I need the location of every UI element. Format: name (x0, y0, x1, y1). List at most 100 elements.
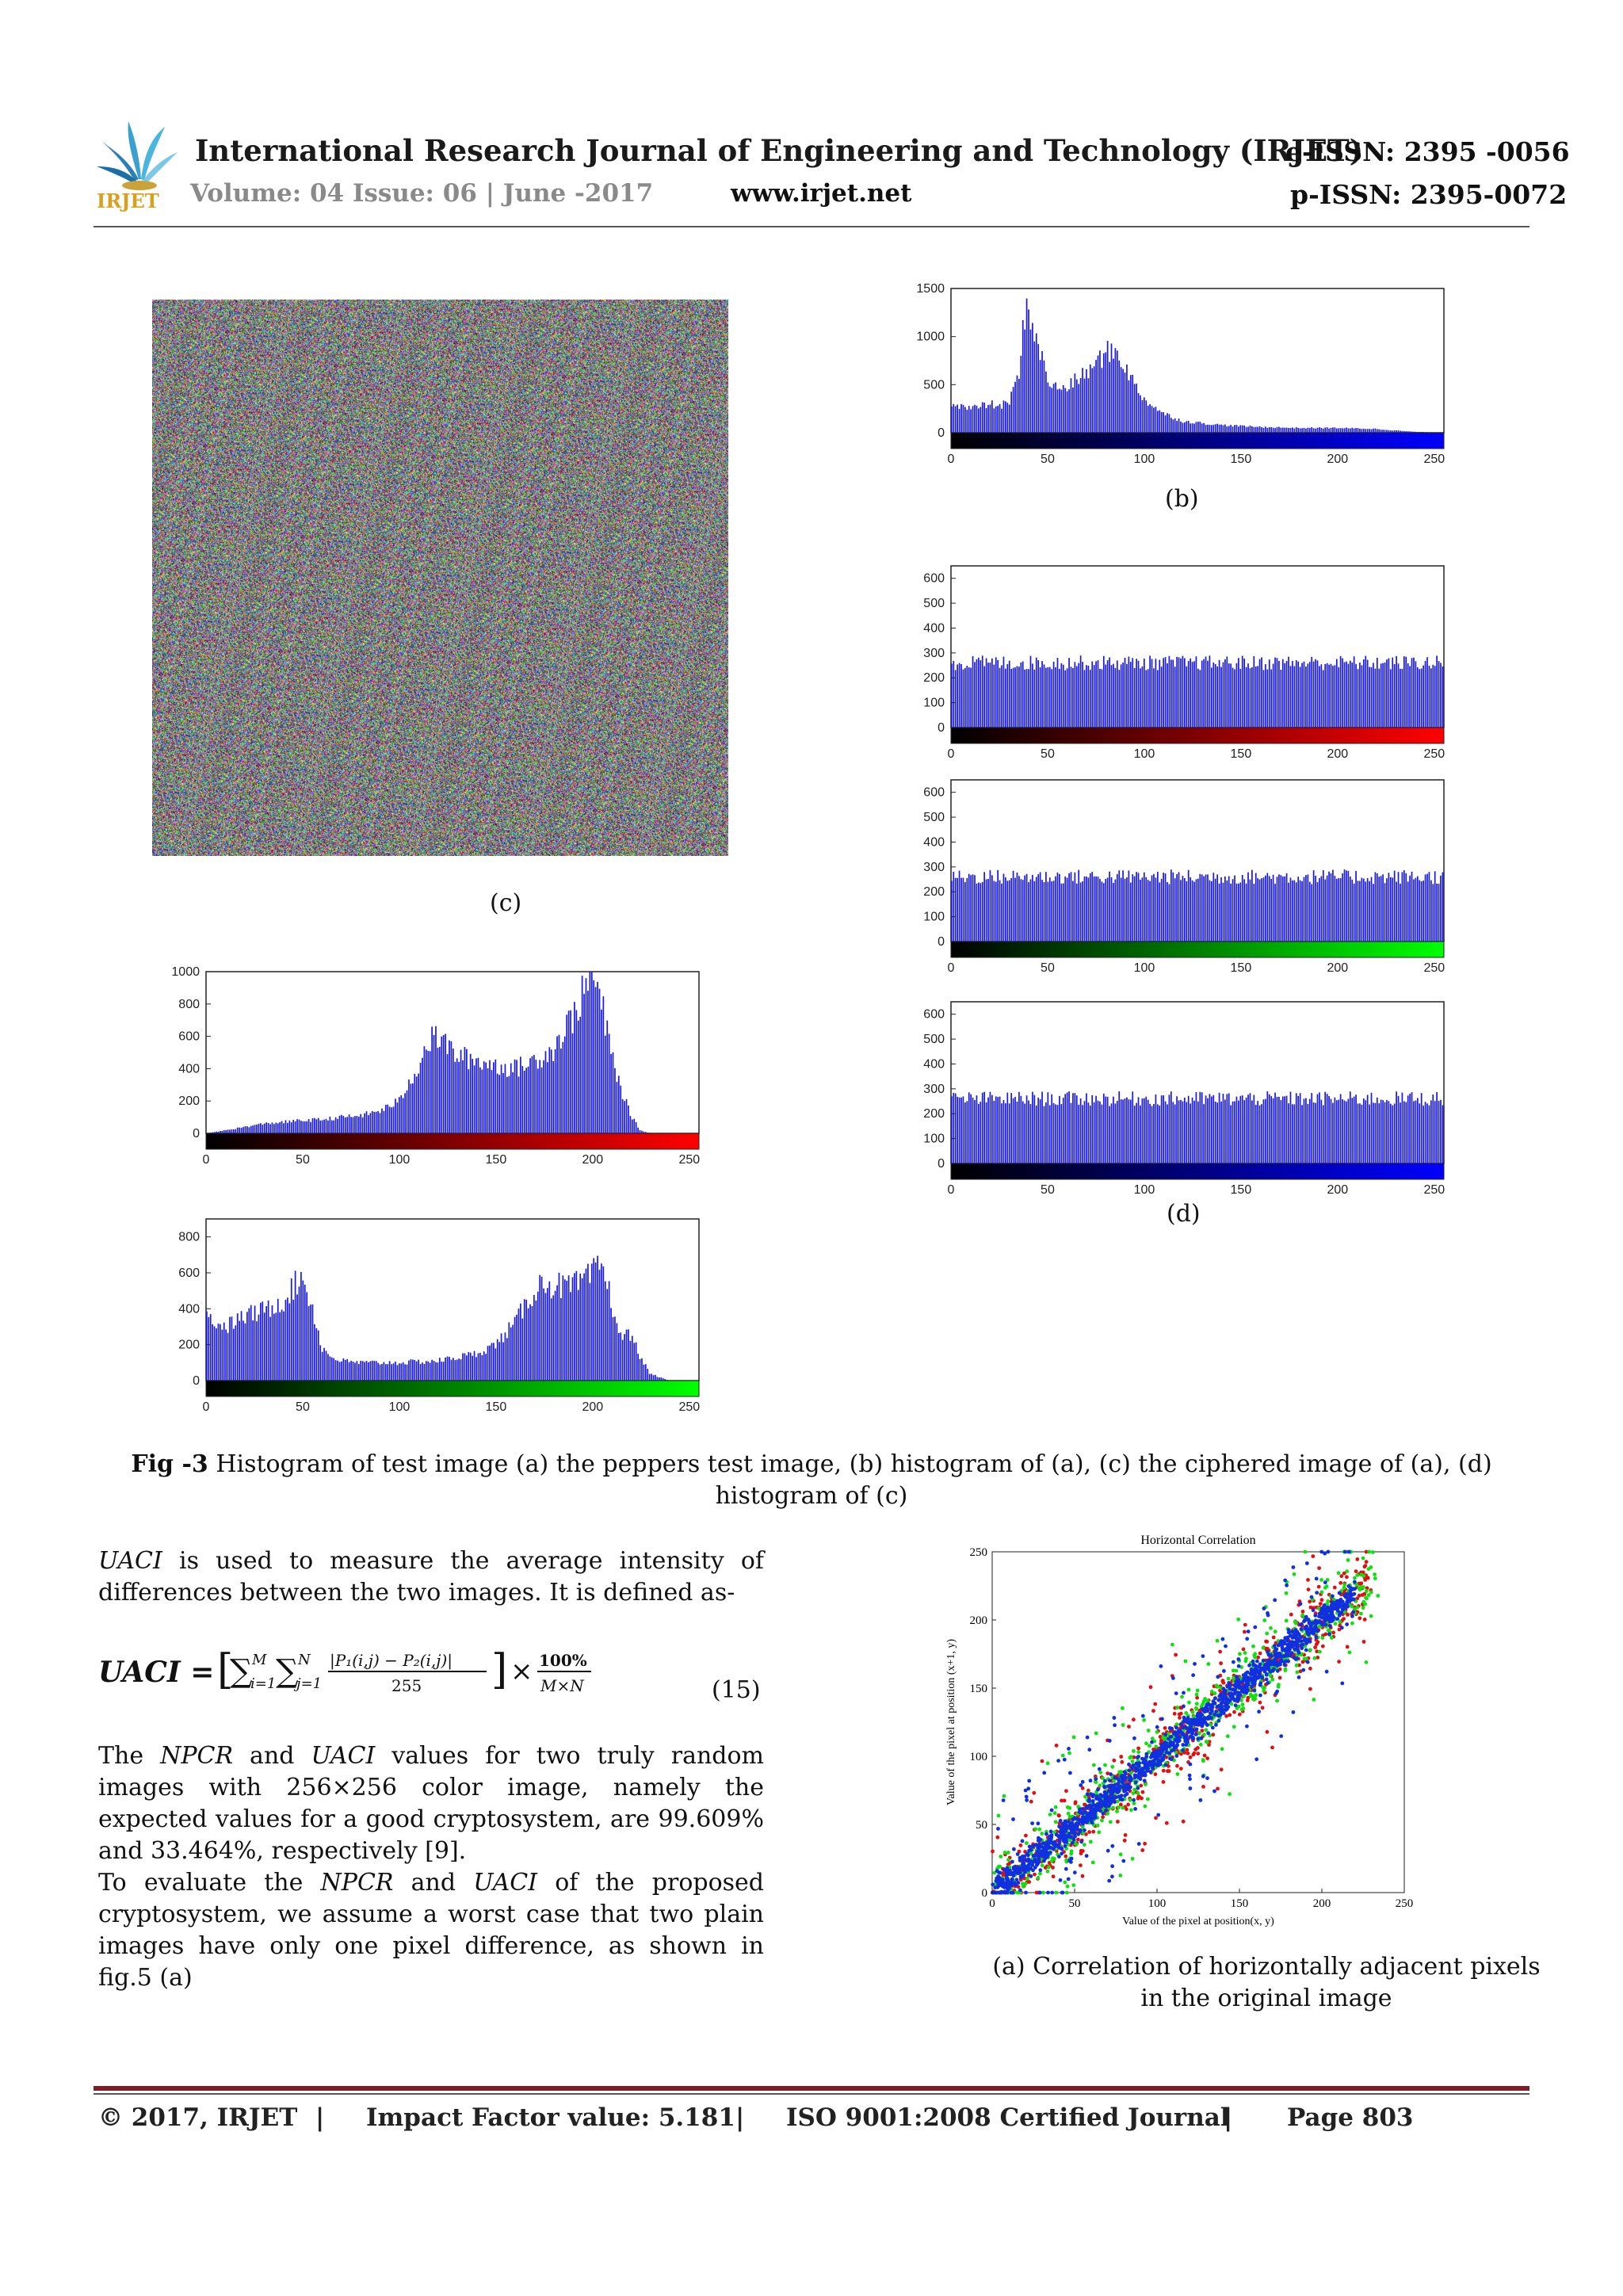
footer-separator: | (315, 2103, 325, 2132)
scatter-point (1137, 1761, 1142, 1766)
scatter-point (1366, 1593, 1371, 1597)
histogram-bar (957, 1096, 958, 1163)
svg-text:M: M (251, 1652, 267, 1668)
footer-iso: ISO 9001:2008 Certified Journal (786, 2103, 1230, 2132)
scatter-point (1054, 1890, 1059, 1895)
scatter-point (1248, 1676, 1253, 1680)
scatter-point (1196, 1722, 1200, 1727)
histogram-bar (1261, 657, 1262, 728)
histogram-bar (1043, 664, 1045, 728)
histogram-bar (1262, 427, 1265, 433)
journal-website[interactable]: www.irjet.net (731, 179, 912, 208)
histogram-bar (1305, 428, 1307, 433)
histogram-bar (1423, 1106, 1424, 1163)
histogram-bar (1093, 665, 1095, 728)
histogram-bar (275, 1122, 277, 1133)
scatter-point (1131, 1763, 1136, 1767)
histogram-bar (1400, 430, 1401, 433)
scatter-point (1364, 1660, 1369, 1664)
histogram-bar (635, 1342, 637, 1381)
histogram-bar (1136, 872, 1137, 942)
scatter-point (1293, 1619, 1297, 1624)
scatter-point (1033, 1857, 1037, 1862)
scatter-point (1179, 1722, 1183, 1726)
scatter-point (1162, 1753, 1167, 1758)
scatter-point (1296, 1675, 1301, 1679)
histogram-bar (1086, 1093, 1087, 1163)
histogram-bar (1083, 876, 1086, 942)
scatter-point (1314, 1642, 1319, 1647)
histogram-bar (1212, 662, 1215, 728)
scatter-point (1277, 1675, 1282, 1680)
histogram-bar (369, 1113, 372, 1133)
scatter-point (1243, 1671, 1248, 1675)
histogram-bar (1145, 670, 1148, 728)
histogram-bar (1128, 380, 1130, 433)
histogram-bar (472, 1355, 473, 1381)
scatter-point (1361, 1573, 1366, 1578)
histogram-bar (957, 664, 958, 728)
histogram-bar (1274, 428, 1276, 433)
scatter-point (1087, 1748, 1092, 1752)
histogram-bar (1362, 428, 1365, 433)
scatter-point (1153, 1762, 1157, 1767)
scatter-point (1010, 1877, 1014, 1881)
scatter-point (1300, 1646, 1304, 1651)
histogram-bar (1295, 882, 1297, 942)
histogram-bar (1276, 1096, 1278, 1163)
histogram-bar (987, 878, 989, 942)
x-tick-label: 50 (296, 1400, 310, 1414)
histogram-bar (1051, 669, 1053, 728)
y-axis-label: Value of the pixel at position (x+1, y) (945, 1639, 957, 1805)
histogram-bar (1143, 397, 1145, 433)
histogram-bar (577, 1020, 579, 1133)
scatter-point (1018, 1870, 1022, 1874)
y-tick-label: 200 (923, 671, 945, 685)
histogram-bar (1056, 1105, 1059, 1163)
histogram-bar (981, 655, 983, 728)
histogram-bar (1059, 873, 1060, 942)
histogram-bar (1299, 667, 1301, 728)
histogram-bar (321, 1351, 323, 1381)
histogram-bar (1339, 877, 1342, 942)
histogram-bar (1047, 881, 1049, 942)
histogram-bar (1432, 664, 1434, 728)
histogram-bar (968, 406, 970, 433)
scatter-point (1236, 1617, 1241, 1622)
histogram-bar (1178, 1100, 1180, 1163)
histogram-bar (1167, 881, 1168, 942)
scatter-point (1127, 1768, 1132, 1773)
histogram-bar (614, 1068, 616, 1133)
histogram-bar (220, 1324, 221, 1381)
scatter-point (1084, 1806, 1089, 1810)
histogram-bar (1415, 661, 1417, 728)
scatter-point (1182, 1704, 1186, 1709)
histogram-bar (1095, 1095, 1097, 1163)
histogram-bar (1047, 1092, 1049, 1163)
scatter-point (1260, 1706, 1265, 1710)
histogram-bar (1369, 429, 1370, 433)
scatter-point (1175, 1763, 1179, 1768)
histogram-bar (221, 1329, 223, 1381)
histogram-bar (391, 1107, 392, 1133)
histogram-bar (1209, 880, 1211, 942)
histogram-bar (1268, 876, 1270, 942)
histogram-bar (431, 1026, 433, 1133)
scatter-point (1371, 1550, 1375, 1554)
journal-title: International Research Journal of Engine… (195, 133, 1364, 168)
histogram-bar (581, 1278, 583, 1381)
histogram-bar (466, 1049, 468, 1133)
histogram-bar (1328, 428, 1330, 433)
x-tick-label: 100 (1148, 1897, 1167, 1910)
histogram-bar (517, 1076, 520, 1133)
histogram-bar (1297, 427, 1300, 433)
scatter-point (1292, 1572, 1296, 1576)
scatter-point (1361, 1606, 1365, 1610)
scatter-point (1188, 1777, 1192, 1782)
histogram-bar (1266, 1091, 1269, 1163)
histogram-bar (1392, 877, 1394, 942)
histogram-bar (1099, 668, 1101, 728)
histogram-bar (1226, 880, 1228, 942)
histogram-bar (972, 655, 974, 728)
histogram-bar (1136, 659, 1137, 728)
